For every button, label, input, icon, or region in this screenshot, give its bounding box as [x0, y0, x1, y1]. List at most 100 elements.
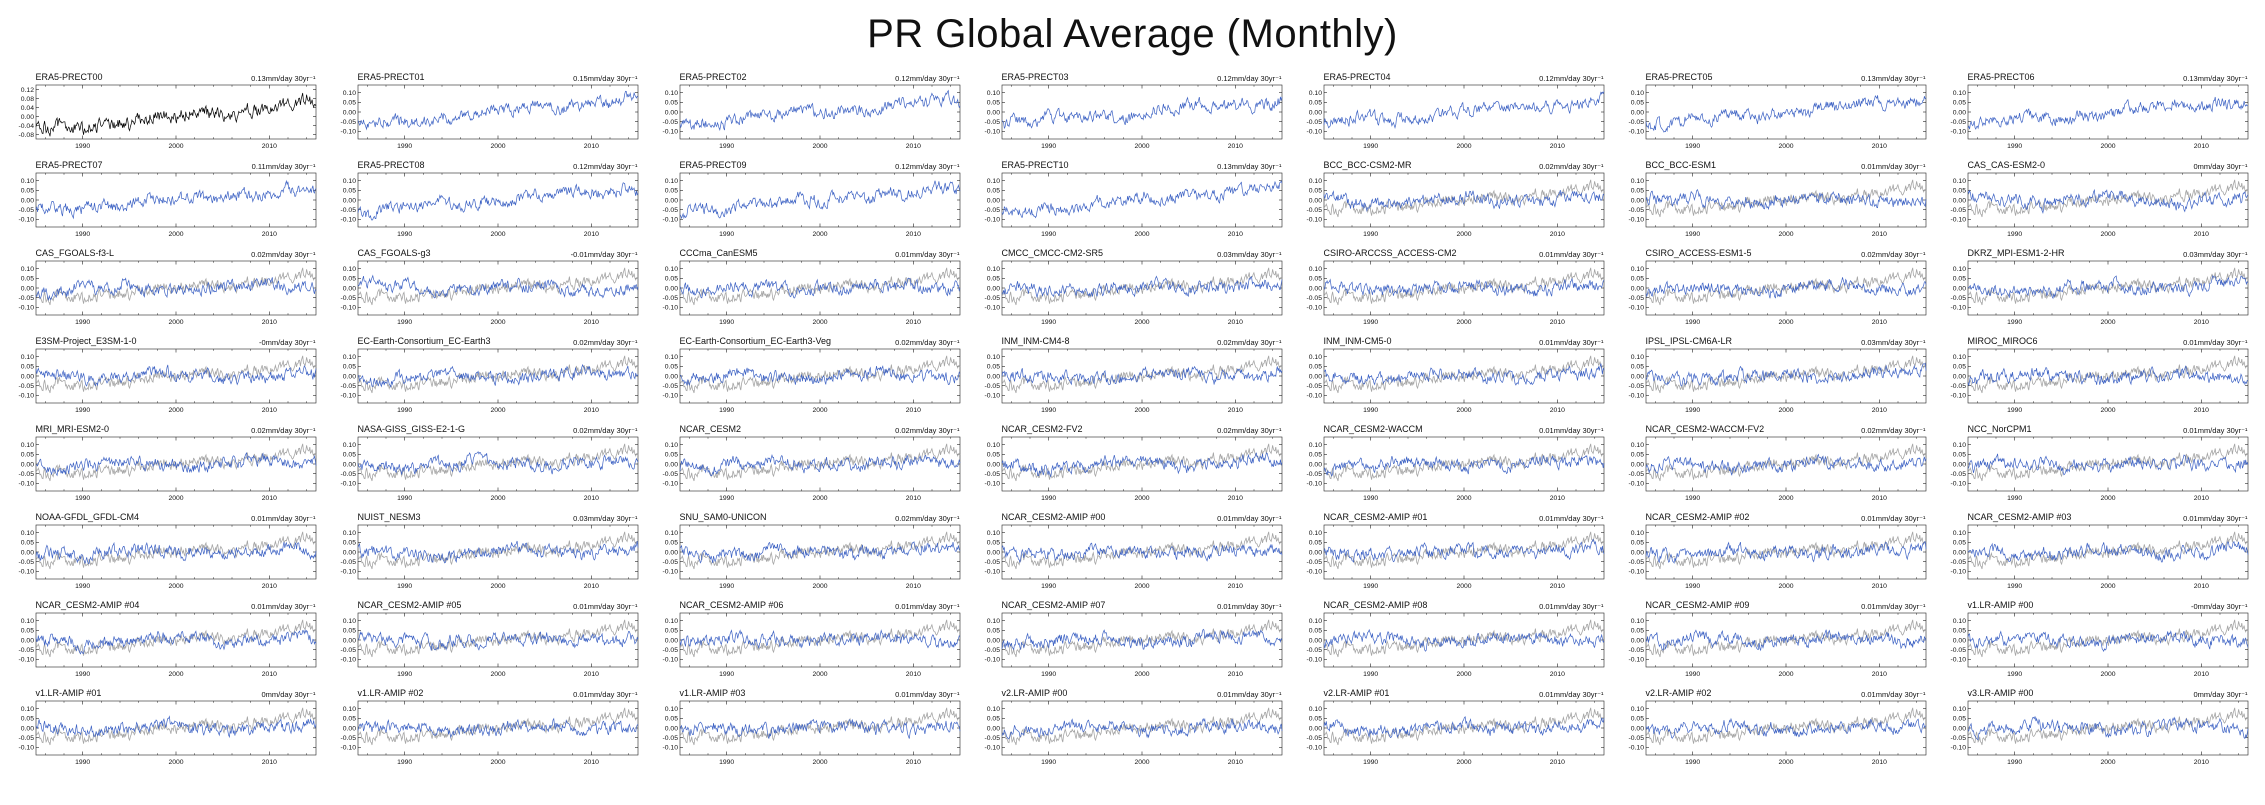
x-tick-label: 1990 [1363, 759, 1378, 766]
reference-series-line [1001, 267, 1282, 306]
y-tick-label: 0.10 [342, 442, 355, 449]
y-tick-label: -0.10 [1628, 745, 1644, 752]
y-tick-label: 0.00 [20, 637, 33, 644]
panel-plot: 0.10 0.05 0.00 -0.05 -0.10 1990 2000 2010 [984, 436, 1282, 502]
y-tick-label: 0.00 [1308, 373, 1321, 380]
panel-trend-label: 0.12mm/day 30yr⁻¹ [1217, 73, 1282, 83]
chart-panel: NCAR_CESM2-AMIP #07 0.01mm/day 30yr⁻¹ 0.10… [976, 599, 1290, 685]
chart-panel: NCAR_CESM2-AMIP #03 0.01mm/day 30yr⁻¹ 0.10… [1942, 511, 2256, 597]
reference-series-line [357, 267, 638, 306]
y-tick-label: 0.10 [664, 442, 677, 449]
model-series-line [679, 365, 960, 386]
x-tick-label: 2000 [490, 759, 505, 766]
y-tick-label: 0.00 [20, 725, 33, 732]
model-series-line [1001, 717, 1282, 740]
x-tick-label: 2000 [812, 759, 827, 766]
panel-trend-label: 0.02mm/day 30yr⁻¹ [895, 337, 960, 347]
reference-series-line [1323, 707, 1604, 746]
x-tick-label: 2000 [1778, 671, 1793, 678]
panel-plot: 0.10 0.05 0.00 -0.05 -0.10 1990 2000 2010 [662, 436, 960, 502]
y-tick-label: 0.10 [342, 178, 355, 185]
y-tick-label: -0.10 [340, 217, 356, 224]
panel-header: ERA5-PRECT04 0.12mm/day 30yr⁻¹ [1298, 71, 1612, 83]
panel-title: E3SM-Project_E3SM-1-0 [35, 336, 137, 346]
reference-series-line [1001, 443, 1282, 482]
panel-trend-label: 0.01mm/day 30yr⁻¹ [2183, 425, 2248, 435]
y-tick-label: -0.10 [662, 657, 678, 664]
model-series-line [357, 90, 638, 131]
panel-trend-label: 0.01mm/day 30yr⁻¹ [1217, 689, 1282, 699]
y-tick-label: 0.05 [1630, 716, 1643, 723]
x-tick-label: 1990 [1041, 583, 1056, 590]
y-tick-label: -0.05 [1628, 383, 1644, 390]
panel-plot: 0.10 0.05 0.00 -0.05 -0.10 1990 2000 2010 [340, 172, 638, 238]
chart-panel: NCAR_CESM2-AMIP #06 0.01mm/day 30yr⁻¹ 0.10… [654, 599, 968, 685]
y-tick-label: -0.10 [1950, 745, 1966, 752]
y-tick-label: 0.00 [986, 197, 999, 204]
chart-panel: ERA5-PRECT03 0.12mm/day 30yr⁻¹ 0.10 0.05 0.0… [976, 71, 1290, 157]
y-tick-label: -0.10 [662, 745, 678, 752]
chart-panel: CSIRO-ARCCSS_ACCESS-CM2 0.01mm/day 30yr⁻¹… [1298, 247, 1612, 333]
model-series-line [357, 630, 638, 651]
y-tick-label: 0.00 [20, 373, 33, 380]
model-series-line [357, 540, 638, 564]
x-tick-label: 2010 [905, 407, 920, 414]
y-tick-label: 0.10 [986, 530, 999, 537]
y-tick-label: 0.00 [342, 725, 355, 732]
panel-trend-label: 0.11mm/day 30yr⁻¹ [251, 161, 316, 171]
panel-title: BCC_BCC-ESM1 [1645, 160, 1717, 170]
x-tick-label: 2000 [2100, 231, 2115, 238]
figure: PR Global Average (Monthly) ERA5-PRECT00… [0, 12, 2265, 773]
y-tick-label: 0.05 [342, 364, 355, 371]
panel-header: v2.LR-AMIP #02 0.01mm/day 30yr⁻¹ [1620, 687, 1934, 699]
x-tick-label: 2010 [261, 143, 276, 150]
x-tick-label: 1990 [1363, 495, 1378, 502]
y-tick-label: -0.10 [662, 217, 678, 224]
y-tick-label: -0.05 [1306, 735, 1322, 742]
y-tick-label: 0.05 [664, 628, 677, 635]
x-tick-label: 1990 [75, 583, 90, 590]
panel-plot: 0.10 0.05 0.00 -0.05 -0.10 1990 2000 2010 [662, 700, 960, 766]
panel-header: v2.LR-AMIP #01 0.01mm/day 30yr⁻¹ [1298, 687, 1612, 699]
x-tick-label: 1990 [719, 319, 734, 326]
x-tick-label: 2000 [1778, 407, 1793, 414]
panel-trend-label: 0.01mm/day 30yr⁻¹ [1217, 513, 1282, 523]
reference-series-line [1967, 619, 2248, 658]
y-tick-label: -0.08 [18, 132, 34, 139]
model-series-line [1001, 180, 1282, 219]
reference-series-line [1001, 707, 1282, 746]
panel-title: MRI_MRI-ESM2-0 [35, 424, 110, 434]
x-tick-label: 2000 [168, 759, 183, 766]
reference-series-line [357, 443, 638, 482]
x-tick-label: 2000 [2100, 495, 2115, 502]
x-tick-label: 2010 [1227, 231, 1242, 238]
model-series-line [1323, 538, 1604, 563]
model-series-line [1323, 628, 1604, 652]
y-tick-label: -0.05 [1306, 295, 1322, 302]
y-tick-label: -0.10 [1950, 393, 1966, 400]
x-tick-label: 2000 [490, 231, 505, 238]
panel-plot: 0.10 0.05 0.00 -0.05 -0.10 1990 2000 2010 [662, 612, 960, 678]
y-tick-label: -0.10 [18, 305, 34, 312]
panel-header: IPSL_IPSL-CM6A-LR 0.03mm/day 30yr⁻¹ [1620, 335, 1934, 347]
panel-header: NOAA-GFDL_GFDL-CM4 0.01mm/day 30yr⁻¹ [10, 511, 324, 523]
y-tick-label: 0.00 [1630, 461, 1643, 468]
x-tick-label: 2010 [261, 407, 276, 414]
y-tick-label: 0.10 [986, 178, 999, 185]
panel-plot: 0.10 0.05 0.00 -0.05 -0.10 1990 2000 2010 [1950, 436, 2248, 502]
y-tick-label: 0.05 [20, 716, 33, 723]
y-tick-label: -0.10 [18, 745, 34, 752]
model-series-line [357, 363, 638, 389]
panel-title: EC-Earth-Consortium_EC-Earth3 [357, 336, 491, 346]
panel-plot: 0.10 0.05 0.00 -0.05 -0.10 1990 2000 2010 [18, 172, 316, 238]
panel-title: CAS_FGOALS-f3-L [35, 248, 115, 258]
chart-panel: v1.LR-AMIP #00 -0mm/day 30yr⁻¹ 0.10 0.05 0.0… [1942, 599, 2256, 685]
reference-series-line [35, 619, 316, 658]
panel-header: NUIST_NESM3 0.03mm/day 30yr⁻¹ [332, 511, 646, 523]
y-tick-label: 0.10 [20, 442, 33, 449]
y-tick-label: 0.00 [1308, 637, 1321, 644]
chart-panel: ERA5-PRECT02 0.12mm/day 30yr⁻¹ 0.10 0.05 0.0… [654, 71, 968, 157]
x-tick-label: 2000 [168, 583, 183, 590]
y-tick-label: 0.10 [1630, 530, 1643, 537]
x-tick-label: 2010 [261, 319, 276, 326]
